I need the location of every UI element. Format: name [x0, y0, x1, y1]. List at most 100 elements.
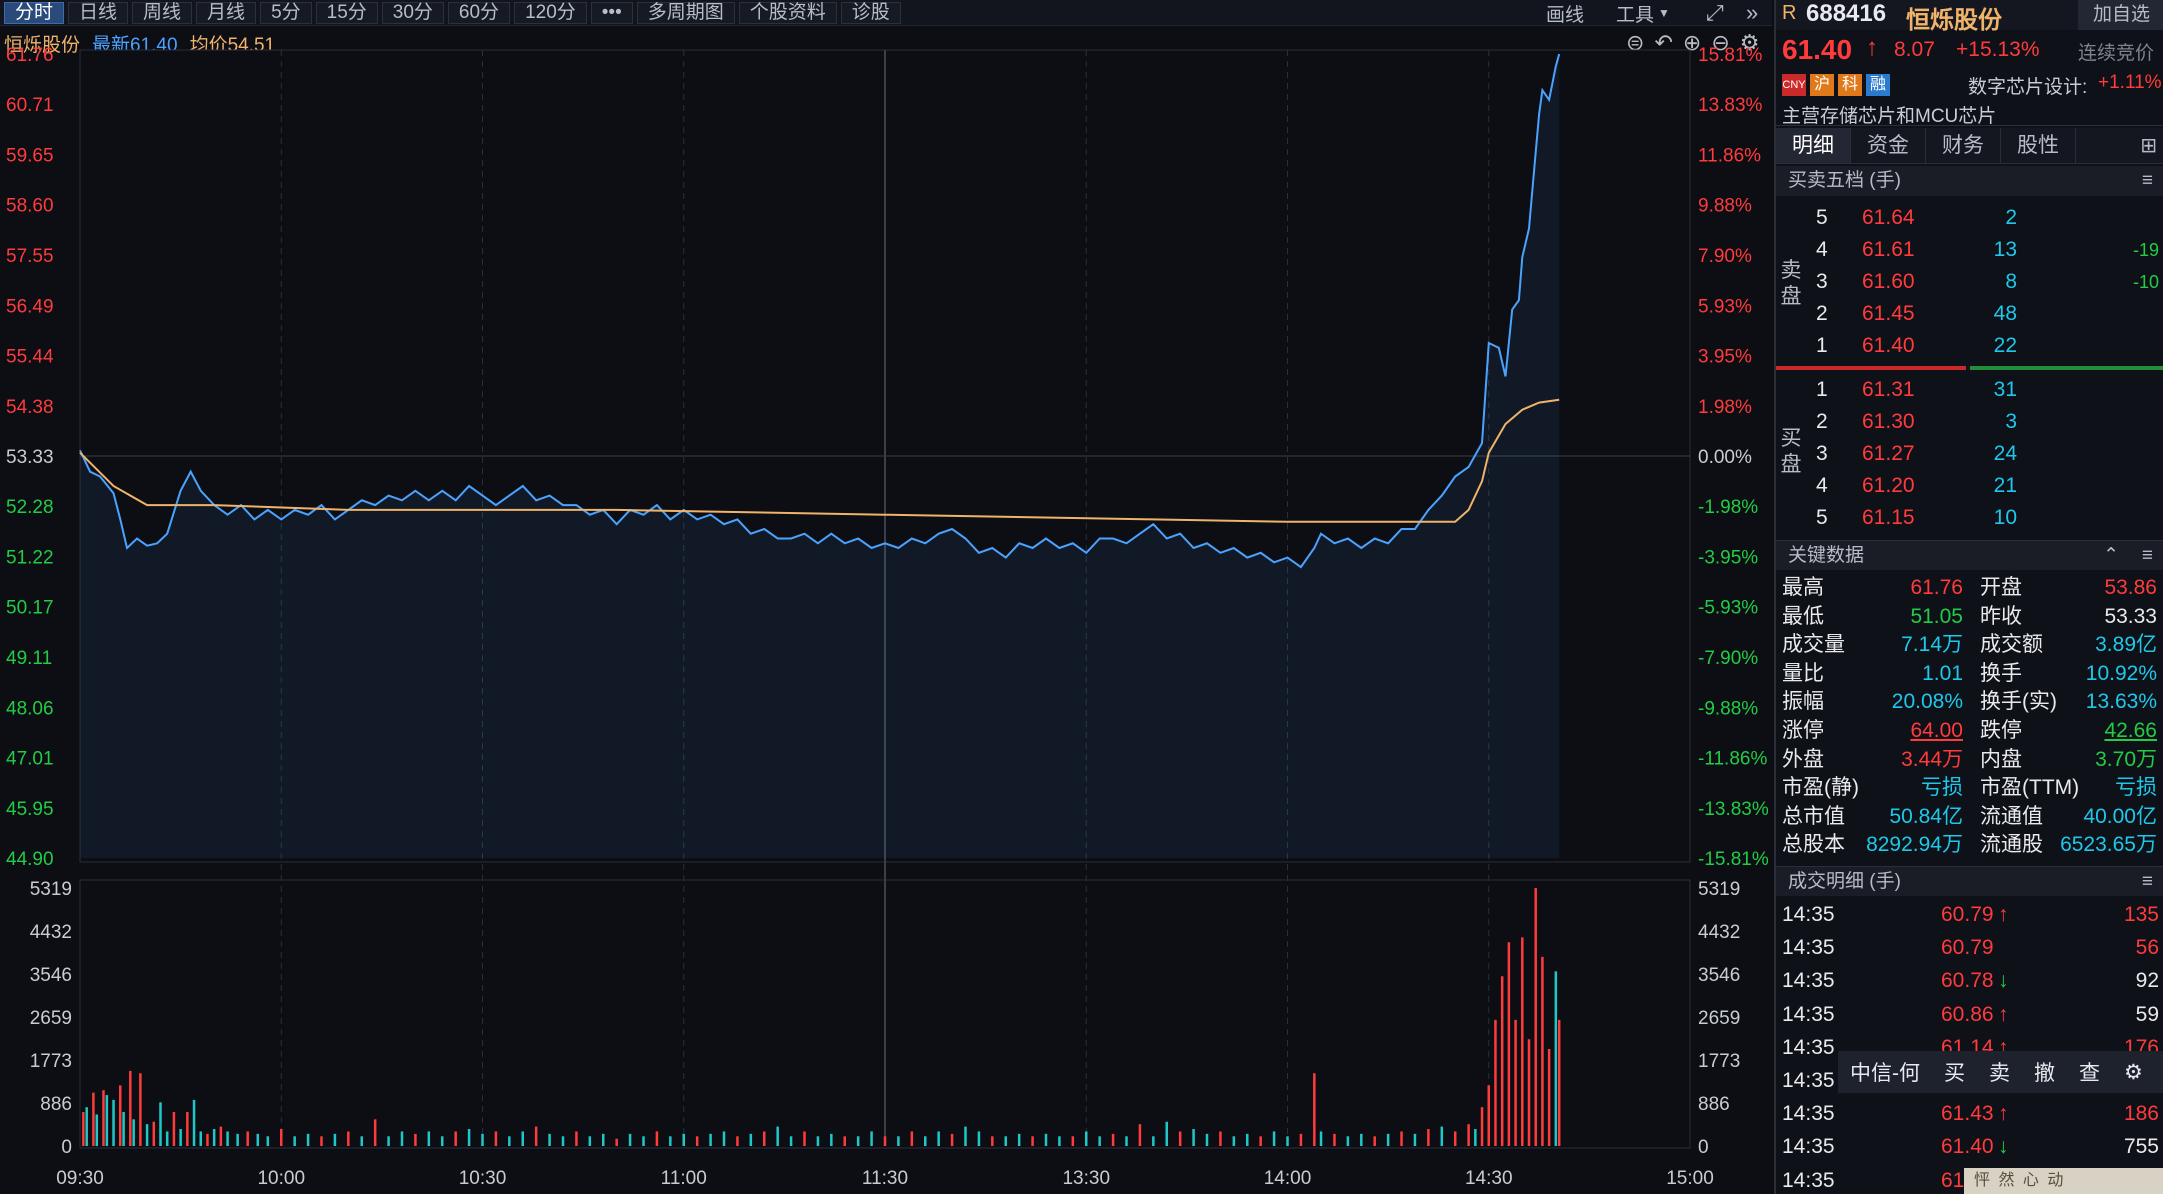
stock-code: 688416 [1806, 0, 1887, 27]
bid-volume: 21 [1993, 474, 2017, 497]
trading-status: 连续竞价 [2078, 43, 2155, 64]
period-tab[interactable]: 诊股 [840, 1, 901, 24]
down-arrow-icon: ↓ [1998, 969, 2009, 993]
settings-icon[interactable]: ⚙ [2124, 1060, 2143, 1084]
period-tab[interactable]: 个股资料 [738, 1, 837, 24]
ask-change: -19 [2132, 240, 2159, 260]
quick-trade-button[interactable]: 撤 [2034, 1062, 2055, 1085]
tools-menu[interactable]: 工具 ▼ [1616, 4, 1670, 26]
pct-tick-label: -3.95% [1698, 548, 1758, 569]
bid-volume: 24 [1993, 442, 2017, 465]
quick-trade-button[interactable]: 查 [2079, 1062, 2100, 1085]
bid-row[interactable]: 5 61.15 10 [1816, 502, 2163, 534]
price-tick-label: 61.76 [6, 45, 54, 66]
period-tab[interactable]: 30分 [381, 1, 444, 24]
price-tick-label: 47.01 [6, 748, 54, 769]
ask-change: -10 [2132, 272, 2159, 292]
price-tick-label: 55.44 [6, 346, 54, 367]
chart-controls: ⊜ ↶ ⊕ ⊖ ⚙ [1626, 28, 1759, 58]
quick-trade-bar: 中信-何 买 卖 撤 查 ⚙ [1838, 1051, 2163, 1093]
fullscreen-icon[interactable]: ⤢ [1706, 0, 1724, 25]
period-tab[interactable]: 月线 [196, 1, 257, 24]
volume-tick-label: 1773 [30, 1051, 72, 1072]
bid-row[interactable]: 2 61.30 3 [1816, 406, 2163, 438]
volume-tick-label: 886 [40, 1094, 72, 1115]
period-tab[interactable]: 60分 [447, 1, 511, 24]
trade-time: 14:35 [1782, 1069, 1835, 1092]
period-tab[interactable]: 15分 [315, 1, 378, 24]
zoom-out-icon[interactable]: ⊖ [1711, 30, 1730, 55]
ask-row[interactable]: 3 61.60 8 -10 [1816, 266, 2163, 298]
level: 5 [1816, 206, 1828, 229]
menu-icon[interactable]: ≡ [2141, 545, 2153, 566]
stock-tag: 科 [1838, 74, 1862, 96]
bid-row[interactable]: 1 61.31 31 [1816, 374, 2163, 406]
ask-row[interactable]: 4 61.61 13 -19 [1816, 234, 2163, 266]
stock-tag: 沪 [1810, 74, 1834, 96]
detail-tab[interactable]: 股性 [2001, 128, 2076, 163]
volume-tick-label: 4432 [30, 922, 72, 943]
draw-line-button[interactable]: 画线 [1546, 4, 1585, 26]
period-tab[interactable]: ••• [590, 1, 633, 24]
level: 2 [1816, 302, 1828, 325]
period-tab[interactable]: 120分 [514, 1, 587, 24]
detail-tab[interactable]: 财务 [1926, 128, 2001, 163]
grid-view-icon[interactable]: ⊞ [2140, 135, 2157, 157]
key-data-value: 50.84亿 [1889, 804, 1963, 828]
stock-name-header: 恒烁股份 [1906, 7, 2002, 34]
price-tick-label: 50.17 [6, 598, 54, 619]
zoom-in-icon[interactable]: ⊕ [1682, 30, 1702, 55]
ask-row[interactable]: 1 61.40 22 [1816, 330, 2163, 362]
key-data-value: 亏损 [2115, 776, 2157, 800]
trade-row: 14:35 61 [1776, 1164, 2163, 1194]
settings-icon[interactable]: ⚙ [1739, 30, 1760, 55]
key-data-value: 20.08% [1891, 690, 1963, 714]
key-data-label: 量比 [1782, 661, 1824, 685]
level: 3 [1816, 442, 1828, 465]
key-data-label: 市盈(静) [1782, 776, 1859, 800]
price-change: 8.07 [1894, 38, 1935, 61]
ask-row[interactable]: 5 61.64 2 [1816, 202, 2163, 234]
price-tick-label: 48.06 [6, 698, 54, 719]
reset-icon[interactable]: ⊜ [1626, 30, 1645, 55]
detail-tab[interactable]: 资金 [1851, 128, 1926, 163]
price-tick-label: 60.71 [6, 95, 54, 116]
business-description: 主营存储芯片和MCU芯片 [1782, 106, 1997, 127]
quick-trade-button[interactable]: 买 [1944, 1062, 1965, 1085]
ask-row[interactable]: 2 61.45 48 [1816, 298, 2163, 330]
business-row: 主营存储芯片和MCU芯片 [1776, 98, 2163, 127]
collapse-right-icon[interactable]: » [1746, 0, 1759, 25]
period-tab[interactable]: 分时 [4, 1, 65, 24]
ask-price: 61.61 [1862, 238, 1915, 261]
pct-tick-label: 3.95% [1698, 346, 1752, 367]
menu-icon[interactable]: ≡ [2141, 871, 2153, 892]
volume-tick-label-right: 0 [1698, 1137, 1709, 1158]
stock-name: 恒烁股份 [4, 34, 81, 56]
detail-tab[interactable]: 明细 [1776, 128, 1851, 163]
add-watchlist-button[interactable]: 加自选 [2078, 0, 2163, 30]
key-data-label: 最高 [1782, 576, 1824, 599]
bid-price: 61.27 [1862, 442, 1915, 465]
trade-time: 14:35 [1782, 1035, 1835, 1059]
bid-row[interactable]: 3 61.27 24 [1816, 438, 2163, 470]
key-data-label: 成交量 [1782, 633, 1845, 657]
intraday-chart[interactable]: 61.76 15.81% 60.71 13.83% 59.65 11.86% 58.60 9.… [0, 26, 1772, 1194]
price-tick-label: 57.55 [6, 246, 54, 267]
trade-row: 14:35 60.79 ↑ 135 [1776, 898, 2163, 931]
order-book-header: 买卖五档 (手) ≡ [1776, 166, 2163, 196]
period-tab[interactable]: 周线 [132, 1, 193, 24]
key-data-value: 亏损 [1921, 776, 1963, 800]
period-tab[interactable]: 多周期图 [636, 1, 735, 24]
period-tab[interactable]: 日线 [68, 1, 129, 24]
bid-row[interactable]: 4 61.20 21 [1816, 470, 2163, 502]
period-tab[interactable]: 5分 [260, 1, 312, 24]
undo-icon[interactable]: ↶ [1654, 30, 1673, 55]
time-axis-label: 09:30 [56, 1168, 104, 1189]
bid-volume: 10 [1993, 506, 2017, 529]
chevron-down-icon: ▼ [1658, 6, 1670, 20]
quick-trade-button[interactable]: 中信-何 [1850, 1062, 1920, 1085]
collapse-icon[interactable]: ⌃ [2103, 545, 2119, 566]
menu-icon[interactable]: ≡ [2141, 170, 2153, 191]
quick-trade-button[interactable]: 卖 [1989, 1062, 2010, 1085]
trade-time: 14:35 [1782, 969, 1835, 993]
